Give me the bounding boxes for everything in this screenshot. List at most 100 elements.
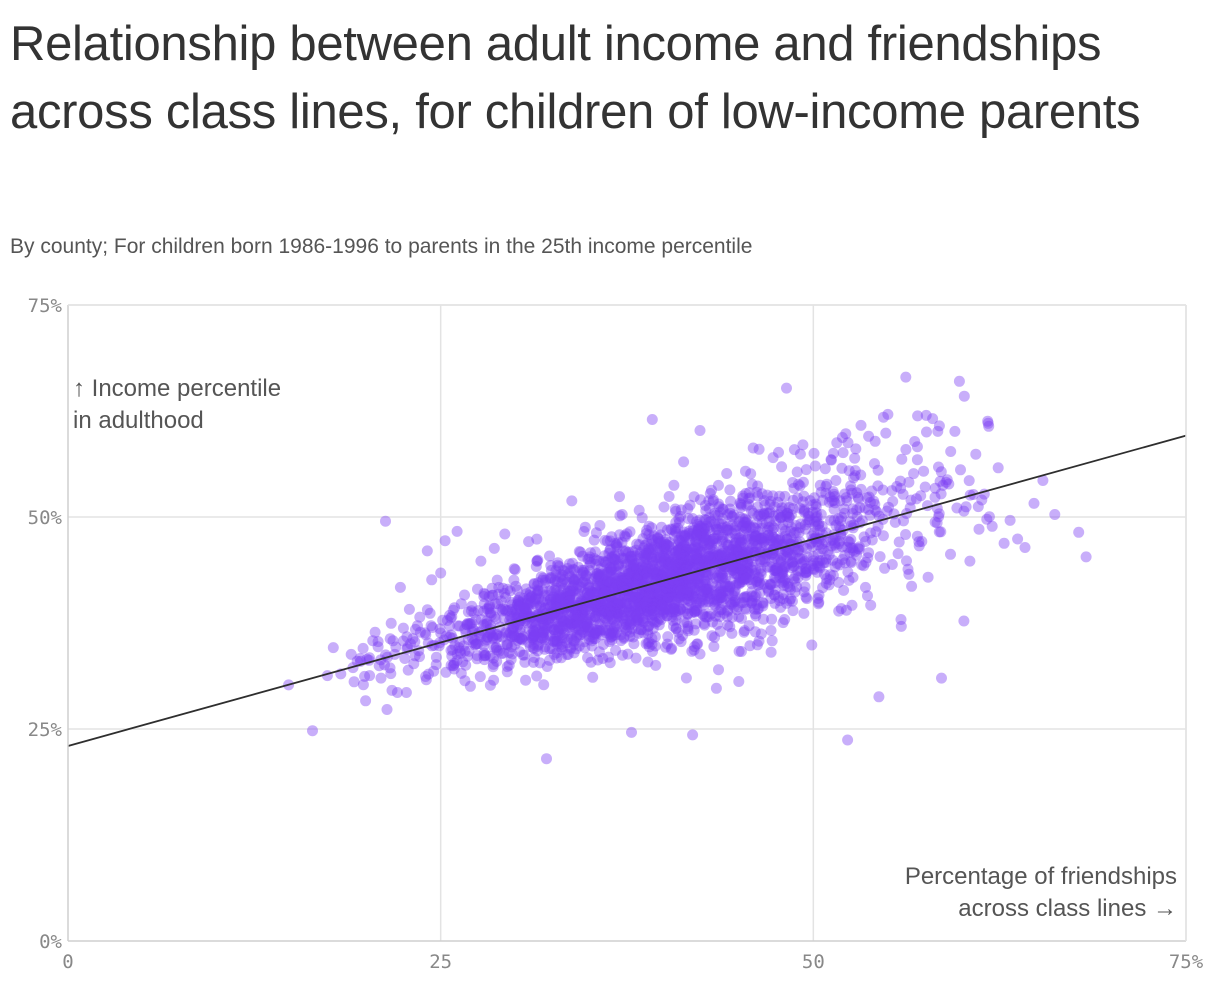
data-point — [673, 535, 685, 547]
data-point — [740, 572, 752, 584]
data-point — [490, 642, 502, 654]
data-point — [789, 576, 801, 588]
data-point — [727, 590, 739, 602]
data-point — [593, 569, 605, 581]
data-point — [558, 614, 569, 626]
data-point — [430, 651, 442, 663]
data-point — [589, 546, 601, 558]
data-point — [667, 580, 679, 592]
data-point — [933, 511, 945, 523]
data-point — [537, 613, 549, 625]
data-point — [616, 575, 628, 587]
data-point — [706, 551, 717, 563]
data-point — [700, 579, 711, 591]
data-point — [569, 575, 580, 587]
data-point — [560, 614, 572, 626]
data-point — [550, 596, 562, 608]
data-point — [603, 581, 614, 592]
data-point — [689, 641, 701, 653]
data-point — [633, 623, 644, 635]
data-point — [465, 605, 477, 617]
data-point — [716, 536, 728, 547]
data-point — [704, 587, 716, 599]
data-point — [544, 585, 555, 596]
data-point — [600, 556, 612, 568]
data-point — [593, 600, 604, 612]
data-point — [612, 601, 624, 613]
data-point — [499, 604, 511, 616]
data-point — [765, 495, 777, 507]
data-point — [553, 593, 565, 605]
data-point — [414, 626, 426, 638]
data-point — [599, 612, 611, 624]
data-point — [539, 622, 551, 634]
data-point — [590, 527, 602, 539]
data-point — [544, 654, 556, 666]
data-point — [872, 464, 884, 476]
data-point — [729, 594, 741, 606]
data-point — [447, 660, 459, 672]
data-point — [659, 541, 670, 552]
data-point — [421, 545, 433, 557]
data-point — [544, 612, 556, 624]
data-point — [545, 572, 557, 584]
data-point — [514, 646, 526, 658]
data-point — [532, 587, 543, 599]
data-point — [568, 575, 580, 587]
data-point — [501, 638, 513, 650]
data-point — [580, 616, 592, 628]
data-point — [307, 725, 318, 737]
data-point — [594, 569, 606, 581]
data-point — [697, 608, 709, 620]
data-point — [397, 622, 409, 634]
data-point — [810, 512, 822, 523]
data-point — [720, 558, 732, 570]
data-point — [444, 609, 456, 621]
data-point — [555, 641, 567, 653]
data-point — [665, 582, 677, 594]
data-point — [548, 624, 560, 636]
data-point — [776, 564, 788, 576]
data-point — [451, 655, 463, 666]
data-point — [1019, 542, 1031, 553]
data-point — [547, 591, 559, 603]
y-axis-label: ↑ Income percentile — [73, 375, 281, 402]
data-point — [414, 651, 425, 663]
data-point — [791, 466, 803, 478]
data-point — [697, 596, 709, 608]
data-point — [647, 565, 659, 577]
data-point — [618, 609, 630, 621]
data-point — [1073, 526, 1085, 538]
data-point — [807, 499, 819, 511]
data-point — [779, 561, 791, 573]
data-point — [506, 641, 517, 653]
data-point — [729, 585, 741, 596]
data-point — [842, 566, 854, 578]
data-point — [692, 576, 704, 588]
data-point — [838, 507, 850, 519]
data-point — [545, 593, 556, 605]
data-point — [609, 554, 621, 566]
data-point — [750, 530, 762, 542]
data-point — [755, 628, 767, 640]
data-point — [594, 625, 606, 637]
data-point — [562, 618, 574, 630]
data-point — [551, 617, 563, 629]
data-point — [466, 600, 478, 612]
data-point — [660, 603, 672, 615]
data-point — [519, 656, 531, 668]
data-point — [509, 631, 521, 643]
data-point — [880, 427, 892, 439]
data-point — [827, 570, 839, 581]
data-point — [690, 604, 702, 616]
data-point — [487, 632, 499, 644]
data-point — [879, 562, 891, 574]
data-point — [673, 577, 685, 589]
data-point — [709, 510, 721, 522]
data-point — [579, 521, 591, 533]
data-point — [606, 606, 617, 618]
data-point — [590, 558, 602, 570]
data-point — [616, 621, 628, 633]
data-point — [677, 630, 689, 642]
data-point — [648, 563, 660, 575]
